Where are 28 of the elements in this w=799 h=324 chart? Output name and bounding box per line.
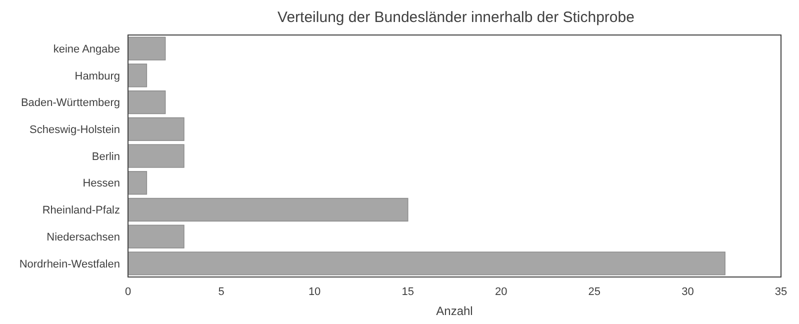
bar [128,117,184,141]
x-tick-label: 30 [682,286,694,298]
bar [128,36,166,60]
y-tick-label: Scheswig-Holstein [30,124,120,136]
chart-title: Verteilung der Bundesländer innerhalb der Stichprobe [278,9,634,26]
bar [128,252,726,276]
x-tick-label: 10 [308,286,321,298]
y-tick-label: Baden-Württemberg [20,97,120,110]
y-tick-label: Nordrhein-Westfalen [19,258,120,270]
bar [128,198,408,222]
y-tick-label: Niedersachsen [46,231,120,244]
x-tick-label: 35 [774,286,788,298]
x-axis-title: Anzahl [436,304,473,318]
bar [128,144,184,168]
x-tick-label: 15 [402,286,414,298]
x-tick-label: 20 [495,286,508,298]
y-tick-label: keine Angabe [53,43,120,56]
x-tick-label: 5 [218,286,224,298]
bar [128,224,184,248]
y-tick-label: Hessen [82,178,120,190]
y-tick-label: Rheinland-Pfalz [42,204,120,217]
x-tick-label: 25 [588,286,601,298]
bar [128,171,148,195]
y-tick-label: Berlin [92,150,120,163]
bar [128,90,166,114]
x-tick-label: 0 [124,286,132,298]
y-tick-label: Hamburg [74,70,120,82]
bar [128,64,148,88]
